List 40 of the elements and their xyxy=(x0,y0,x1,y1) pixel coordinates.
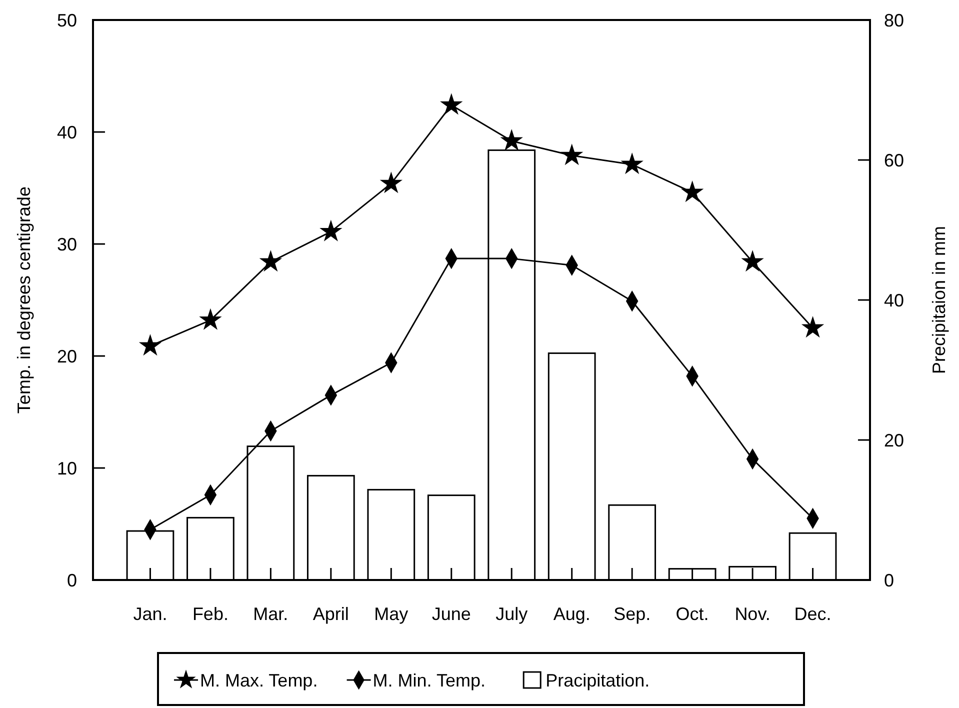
x-tick-label: Aug. xyxy=(553,604,590,624)
point xyxy=(320,220,342,242)
y2-tick-label: 20 xyxy=(884,430,904,450)
x-tick-label: Dec. xyxy=(794,604,832,624)
point xyxy=(440,93,463,115)
point xyxy=(380,172,403,194)
x-tick-label: May xyxy=(374,604,408,624)
y-tick-label: 10 xyxy=(56,458,77,478)
x-tick-label: Nov. xyxy=(734,604,770,624)
point xyxy=(620,152,644,174)
legend-label: Pracipitation. xyxy=(546,670,650,690)
point xyxy=(801,316,824,338)
y2-axis-title: Precipitaion in mm xyxy=(929,226,949,374)
x-tick-label: Feb. xyxy=(192,604,228,624)
y2-tick-label: 60 xyxy=(884,150,904,170)
point xyxy=(680,180,704,202)
y-axis-title: Temp. in degrees centigrade xyxy=(14,186,34,414)
y-tick-label: 40 xyxy=(56,122,77,142)
x-tick-label: June xyxy=(432,604,471,624)
y-tick-label: 0 xyxy=(66,570,77,590)
x-tick-label: Jan. xyxy=(133,604,168,624)
y2-tick-label: 80 xyxy=(884,10,904,30)
x-tick-label: July xyxy=(496,604,528,624)
x-tick-label: Mar. xyxy=(253,604,288,624)
legend-label: M. Min. Temp. xyxy=(372,670,486,690)
y-tick-label: 50 xyxy=(56,10,77,30)
x-tick-label: Oct. xyxy=(676,604,709,624)
x-tick-label: Sep. xyxy=(614,604,651,624)
point xyxy=(138,334,162,356)
point xyxy=(500,129,523,151)
y-tick-label: 30 xyxy=(56,234,77,254)
y2-tick-label: 40 xyxy=(884,290,904,310)
point xyxy=(560,144,584,166)
point xyxy=(199,308,222,330)
y2-tick-label: 0 xyxy=(884,570,894,590)
point xyxy=(259,250,282,272)
y-tick-label: 20 xyxy=(56,346,77,366)
legend-label: M. Max. Temp. xyxy=(200,670,318,690)
point xyxy=(741,250,764,272)
x-tick-label: April xyxy=(312,604,349,624)
